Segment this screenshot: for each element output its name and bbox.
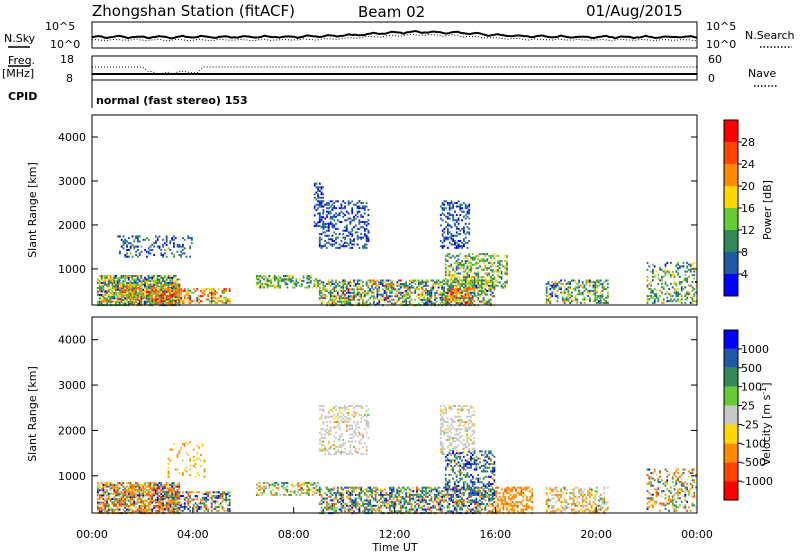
velocity-colorbar: 1000 500 100 25 -25 -100 -500 -1000 [723,329,773,501]
cpid-label: CPID [8,90,37,103]
ytick-label: 4000 [58,131,86,144]
colorbar-swatch [724,424,738,444]
date-label: 01/Aug/2015 [586,2,683,20]
colorbar-swatch [724,230,738,252]
ytick-label: 2000 [58,219,86,232]
nsearch-tick-top: 10^5 [706,20,736,33]
colorbar-swatch [724,164,738,186]
colorbar-tick: 1000 [741,343,769,356]
colorbar-tick: 8 [741,246,748,259]
nsearch-label: N.Search [745,29,795,42]
colorbar-swatch [724,186,738,208]
cpid-text: normal (fast stereo) 153 [96,94,248,107]
xtick-label: 12:00 [379,528,411,541]
velocity-cbar-label: Velocity [m s-1] [759,382,773,465]
colorbar-swatch [724,348,738,368]
xtick-label: 08:00 [278,528,310,541]
colorbar-tick: 24 [741,158,755,171]
colorbar-swatch [724,274,738,296]
nave-label: Nave [748,67,776,80]
xtick-label: 20:00 [580,528,612,541]
velocity-ylabel: Slant Range [km] [26,366,39,462]
colorbar-tick: -500 [741,456,766,469]
colorbar-tick: 28 [741,136,755,149]
freq-unit-label: [MHz] [2,67,34,80]
power-colorbar: 28 24 20 16 12 8 4 [723,119,755,297]
colorbar-swatch [724,481,738,500]
ytick-label: 2000 [58,424,86,437]
colorbar-tick: -25 [741,418,759,431]
freq-label: Freq. [8,54,35,67]
colorbar-tick: -1000 [741,475,773,488]
xtick-label: 04:00 [177,528,209,541]
power-cbar-label: Power [dB] [761,180,774,240]
beam-label: Beam 02 [358,3,425,21]
colorbar-tick: 4 [741,268,748,281]
ytick-label: 1000 [58,470,86,483]
colorbar-tick: 20 [741,180,755,193]
xtick-label: 00:00 [681,528,713,541]
colorbar-tick: 16 [741,202,755,215]
nsky-tick-top: 10^5 [45,20,75,33]
freq-tick-bottom: 8 [66,72,73,85]
colorbar-swatch [724,142,738,164]
ytick-label: 3000 [58,379,86,392]
xtick-label: 16:00 [479,528,511,541]
xtick-label: 00:00 [76,528,108,541]
freq-strip [91,55,698,81]
ytick-label: 1000 [58,263,86,276]
colorbar-tick: 25 [741,400,755,413]
colorbar-tick: 100 [741,381,762,394]
power-ylabel: Slant Range [km] [26,162,39,258]
station-title: Zhongshan Station (fitACF) [92,2,295,20]
colorbar-swatch [724,208,738,230]
colorbar-tick: -100 [741,437,766,450]
ytick-label: 4000 [58,334,86,347]
xlabel: Time UT [371,541,417,554]
colorbar-swatch [724,462,738,482]
nave-tick-bottom: 0 [708,72,715,85]
nsky-label: N.Sky [4,32,36,45]
nsky-strip [91,21,698,49]
nsearch-tick-bottom: 10^0 [706,38,736,51]
nave-tick-top: 60 [708,53,722,66]
colorbar-swatch [724,367,738,387]
velocity-panel: 1000 2000 3000 4000 00:00 04:00 08:00 12:00 16:… [58,316,713,541]
colorbar-swatch [724,252,738,274]
freq-tick-top: 18 [60,53,74,66]
power-panel: 1000 2000 3000 4000 [58,114,698,307]
colorbar-swatch [724,405,738,425]
nsky-tick-bottom: 10^0 [50,38,80,51]
colorbar-swatch [724,386,738,406]
colorbar-swatch [724,330,738,349]
colorbar-tick: 500 [741,362,762,375]
colorbar-swatch [724,120,738,142]
ytick-label: 3000 [58,175,86,188]
colorbar-swatch [724,443,738,463]
colorbar-tick: 12 [741,224,755,237]
